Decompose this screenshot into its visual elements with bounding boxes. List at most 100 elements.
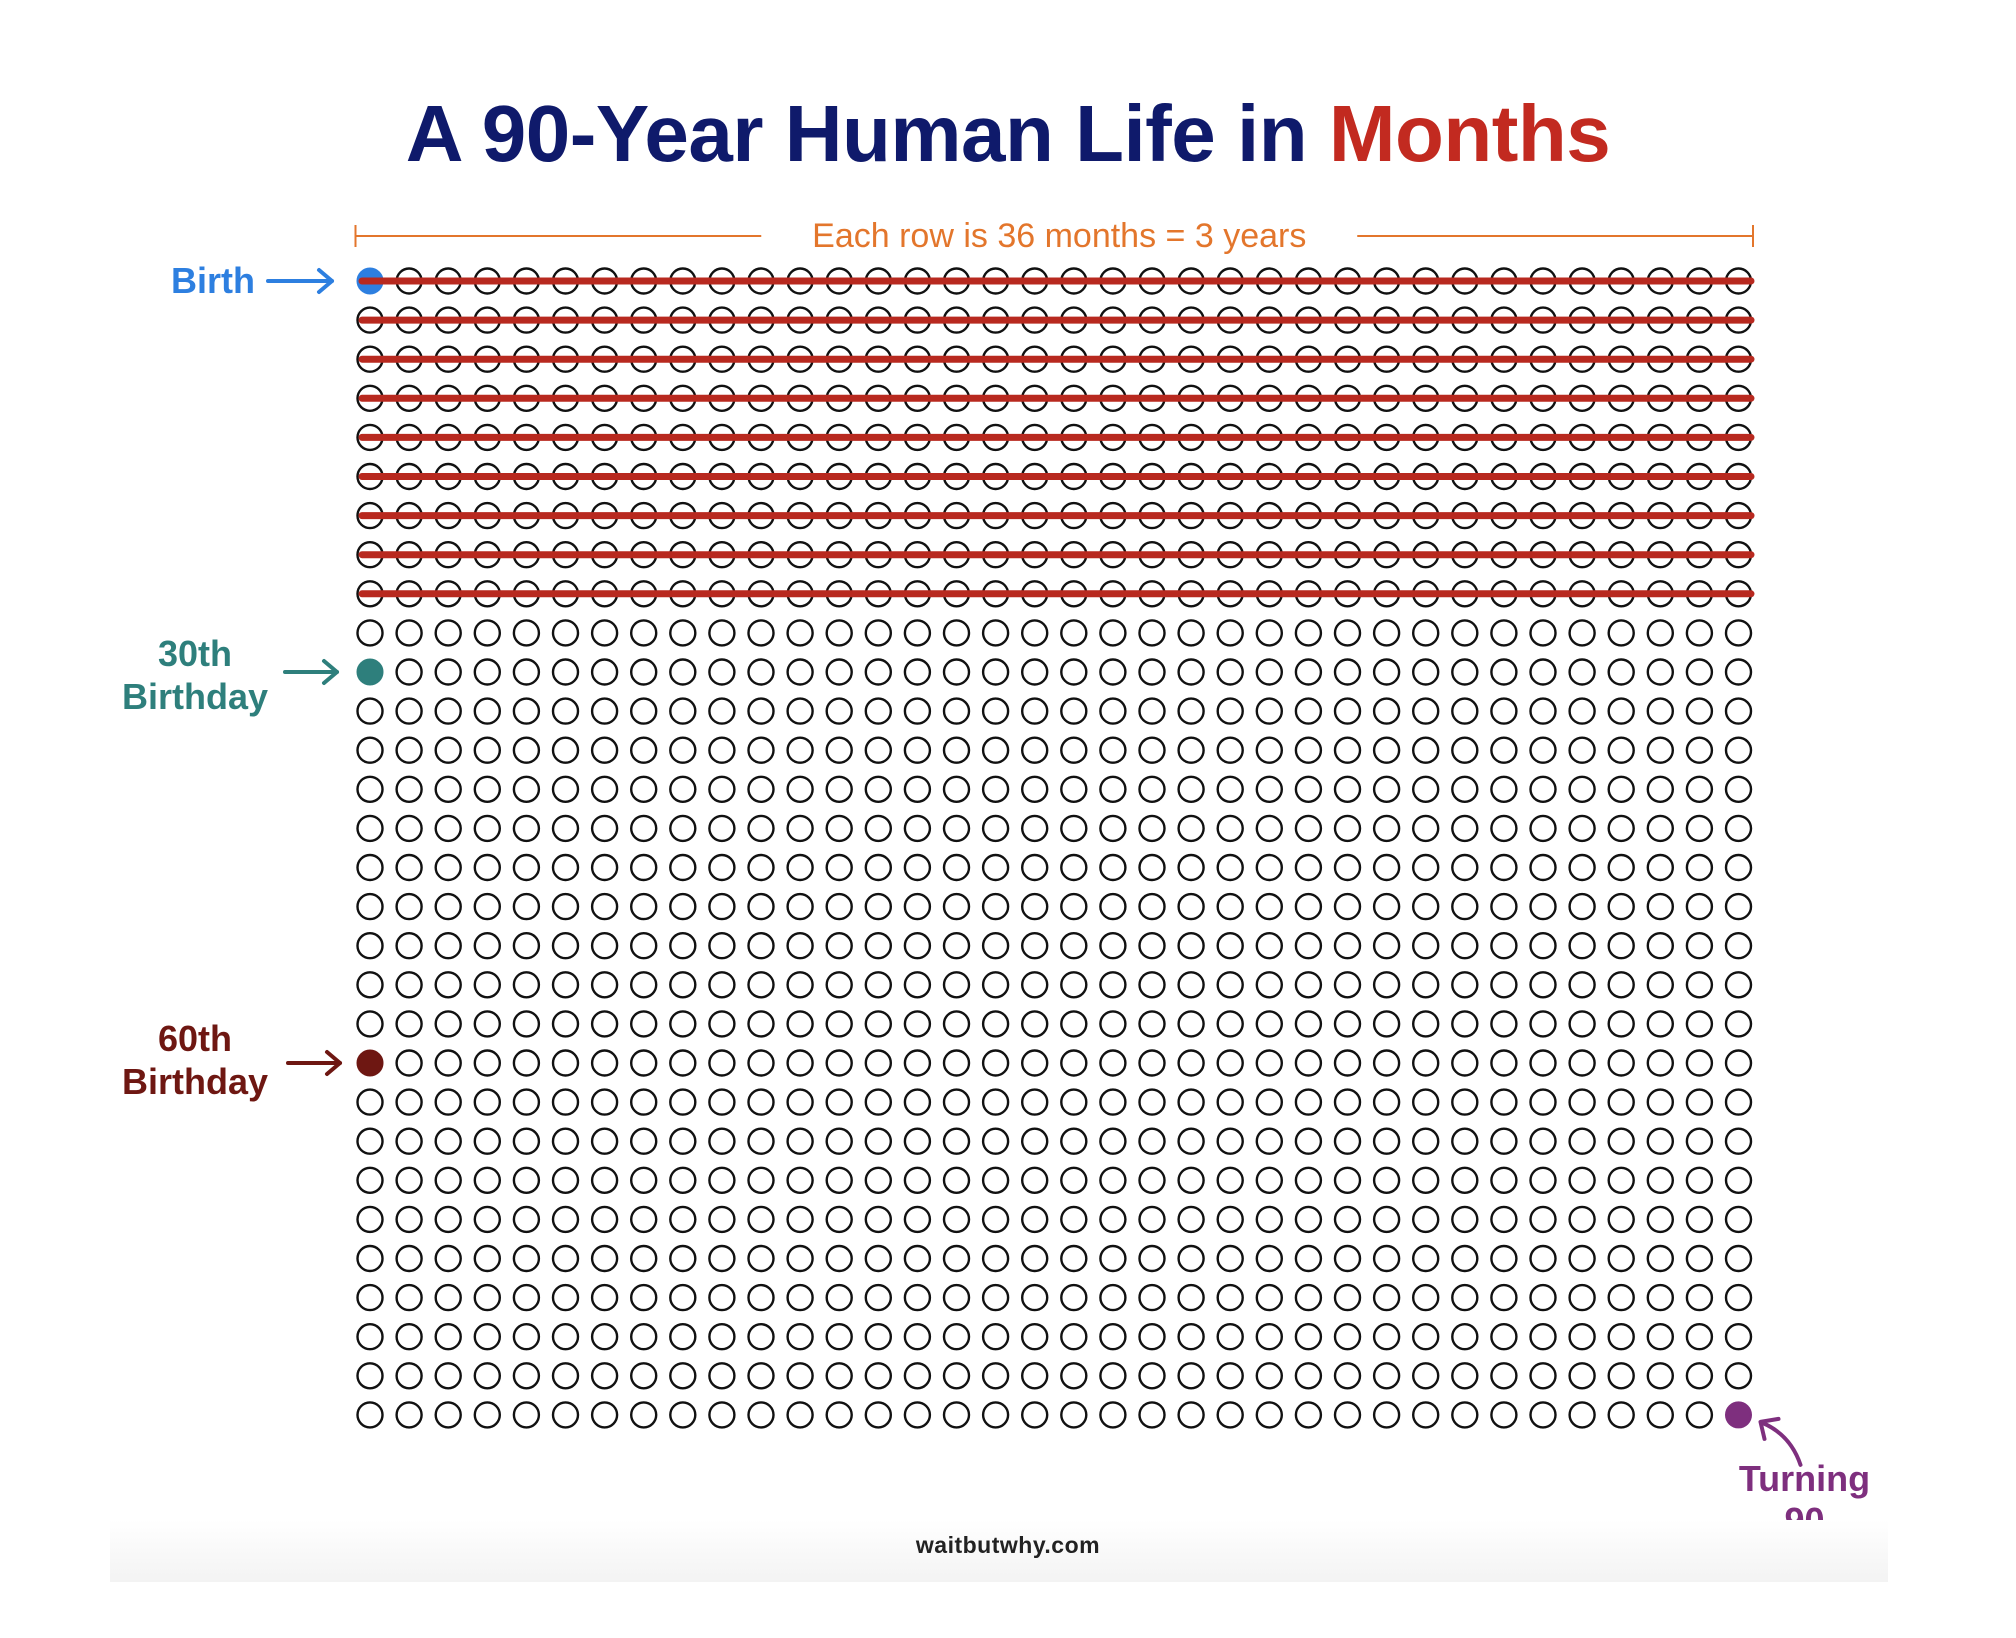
month-circle	[1020, 814, 1049, 843]
month-circle	[1646, 1049, 1675, 1077]
month-circle	[1607, 1049, 1635, 1077]
month-circle	[864, 814, 892, 843]
month-circle	[630, 775, 658, 803]
month-circle	[669, 658, 697, 686]
month-circle	[1255, 1049, 1284, 1077]
month-circle	[1646, 736, 1675, 764]
month-circle	[356, 697, 384, 725]
month-circle	[1646, 1283, 1675, 1312]
month-circle	[395, 619, 423, 647]
month-circle	[1411, 892, 1440, 921]
month-circle	[903, 1283, 932, 1312]
month-circle	[1411, 775, 1440, 803]
month-circle	[942, 1127, 971, 1155]
month-circle	[864, 1322, 892, 1351]
month-circle	[1138, 1010, 1166, 1038]
month-circle	[473, 971, 501, 999]
month-circle	[1255, 892, 1284, 921]
month-circle	[1255, 1362, 1284, 1390]
month-circle	[1451, 1049, 1479, 1077]
month-circle	[1646, 658, 1675, 686]
month-circle	[1724, 1166, 1753, 1195]
month-circle	[1411, 1088, 1440, 1116]
month-circle	[1060, 1322, 1088, 1351]
month-circle	[356, 932, 384, 960]
month-circle	[669, 971, 697, 999]
month-circle	[1411, 697, 1440, 725]
month-circle	[1372, 1244, 1401, 1273]
month-circle	[864, 1166, 892, 1195]
month-circle	[434, 892, 462, 921]
month-circle	[434, 853, 462, 882]
month-circle	[825, 1166, 853, 1195]
month-circle	[1451, 775, 1479, 803]
month-circle	[473, 814, 501, 843]
month-circle	[512, 1010, 541, 1038]
month-circles	[356, 267, 1753, 1429]
month-circle	[1216, 1244, 1244, 1273]
month-circle	[903, 697, 932, 725]
month-circle	[512, 1362, 541, 1390]
month-circle	[942, 971, 971, 999]
month-circle	[630, 814, 658, 843]
month-circle	[825, 814, 853, 843]
month-circle	[1685, 697, 1714, 725]
month-circle	[590, 814, 619, 843]
month-circle	[1411, 1244, 1440, 1273]
month-circle	[630, 892, 658, 921]
month-circle	[473, 1166, 501, 1195]
month-circle	[1529, 971, 1557, 999]
month-circle	[864, 1127, 892, 1155]
month-circle	[1490, 1244, 1518, 1273]
month-circle	[1607, 1088, 1635, 1116]
month-circle	[1568, 1401, 1596, 1429]
month-circle	[1529, 1362, 1557, 1390]
month-circle	[1490, 1362, 1518, 1390]
month-circle	[1372, 814, 1401, 843]
month-circle	[1333, 814, 1362, 843]
month-circle	[1411, 1401, 1440, 1429]
month-circle	[903, 736, 932, 764]
month-circle	[1255, 775, 1284, 803]
month-circle	[630, 853, 658, 882]
month-circle	[551, 1127, 580, 1155]
month-circle	[590, 971, 619, 999]
month-circle	[590, 1283, 619, 1312]
month-circle	[1255, 1283, 1284, 1312]
month-circle	[1255, 853, 1284, 882]
month-circle	[434, 814, 462, 843]
month-circle	[551, 1049, 580, 1077]
month-circle	[1372, 619, 1401, 647]
month-circle	[981, 775, 1010, 803]
month-circle	[942, 1283, 971, 1312]
month-circle	[786, 775, 814, 803]
month-circle	[512, 971, 541, 999]
month-circle	[1411, 1127, 1440, 1155]
month-circle	[395, 775, 423, 803]
month-circle	[1724, 1283, 1753, 1312]
month-circle	[1529, 1010, 1557, 1038]
month-circle	[1685, 619, 1714, 647]
month-circle	[434, 775, 462, 803]
month-circle	[1060, 619, 1088, 647]
month-circle	[1451, 892, 1479, 921]
month-circle	[1138, 853, 1166, 882]
month-circle	[1529, 853, 1557, 882]
month-circle	[1568, 1127, 1596, 1155]
month-circle	[1216, 1049, 1244, 1077]
month-circle	[356, 1127, 384, 1155]
month-circle	[1568, 1205, 1596, 1234]
month-circle	[786, 1205, 814, 1234]
month-circle	[551, 853, 580, 882]
month-circle	[903, 814, 932, 843]
month-circle	[708, 814, 736, 843]
month-circle	[1724, 1049, 1753, 1077]
month-circle	[1333, 658, 1362, 686]
month-circle	[747, 697, 775, 725]
month-circle	[1411, 814, 1440, 843]
month-circle	[1060, 736, 1088, 764]
month-circle	[1294, 1362, 1323, 1390]
month-circle	[825, 1010, 853, 1038]
month-circle	[669, 853, 697, 882]
month-circle	[1724, 736, 1753, 764]
